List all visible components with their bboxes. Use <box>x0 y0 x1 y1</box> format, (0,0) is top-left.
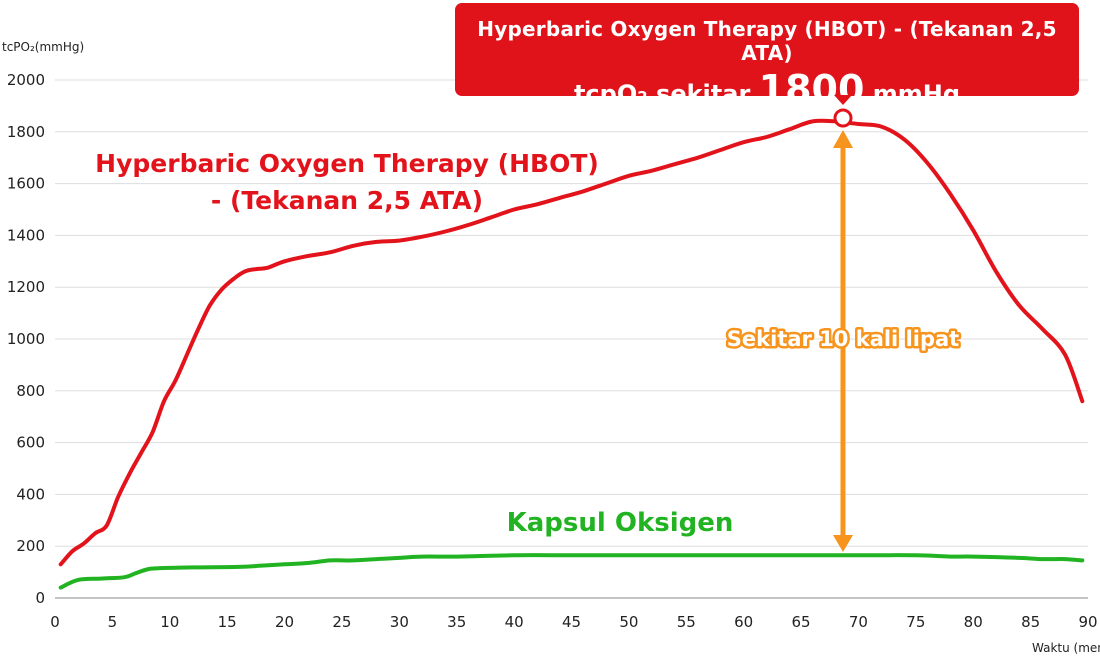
peak-callout: Hyperbaric Oxygen Therapy (HBOT) - (Teka… <box>455 3 1079 111</box>
x-tick-label: 55 <box>677 613 696 631</box>
y-tick-label: 2000 <box>7 71 45 89</box>
x-tick-label: 80 <box>964 613 983 631</box>
x-tick-label: 0 <box>50 613 60 631</box>
x-tick-label: 70 <box>849 613 868 631</box>
y-tick-label: 400 <box>16 485 45 503</box>
y-axis-label: tcPO₂(mmHg) <box>2 40 84 54</box>
gridlines <box>55 79 1088 599</box>
x-tick-label: 30 <box>390 613 409 631</box>
callout-value-line: tcpO2 sekitar 1800 mmHg <box>455 67 1079 111</box>
y-tick-label: 1400 <box>7 226 45 244</box>
y-tick-label: 0 <box>35 589 45 607</box>
callout-unit: mmHg <box>864 80 961 108</box>
peak-marker <box>833 108 853 128</box>
x-tick-label: 45 <box>562 613 581 631</box>
callout-prefix: tcpO <box>573 80 638 108</box>
kapsul-series-label: Kapsul Oksigen <box>507 508 734 538</box>
callout-mid: sekitar <box>647 80 759 108</box>
x-tick-label: 85 <box>1021 613 1040 631</box>
annotation-arrow-group: Sekitar 10 kali lipat <box>724 130 962 552</box>
x-tick-label: 10 <box>160 613 179 631</box>
hbot-series-label-line2: - (Tekanan 2,5 ATA) <box>211 186 483 215</box>
y-tick-label: 600 <box>16 434 45 452</box>
x-tick-labels: 0 5 10 15 20 25 30 35 40 45 50 55 60 65 70 75 80 85 90 <box>50 613 1097 631</box>
y-tick-label: 800 <box>16 382 45 400</box>
ten-fold-annotation: Sekitar 10 kali lipat <box>727 327 959 351</box>
x-axis-label: Waktu (menit) <box>1032 641 1100 655</box>
x-tick-label: 40 <box>505 613 524 631</box>
x-tick-label: 35 <box>447 613 466 631</box>
ten-fold-arrow-head-top <box>833 130 853 148</box>
y-tick-label: 1200 <box>7 278 45 296</box>
y-tick-label: 1800 <box>7 123 45 141</box>
hbot-series-line <box>58 118 1085 567</box>
x-tick-label: 65 <box>792 613 811 631</box>
x-tick-label: 50 <box>619 613 638 631</box>
callout-pointer <box>834 95 852 105</box>
x-tick-label: 25 <box>332 613 351 631</box>
y-tick-labels: 0 200 400 600 800 1000 1200 1400 1600 1800 2000 <box>7 71 45 607</box>
y-tick-label: 1000 <box>7 330 45 348</box>
ten-fold-arrow-head-bottom <box>833 535 853 552</box>
y-tick-label: 200 <box>16 537 45 555</box>
x-tick-label: 75 <box>906 613 925 631</box>
x-tick-label: 15 <box>218 613 237 631</box>
series-group <box>58 118 1085 590</box>
x-tick-label: 90 <box>1078 613 1097 631</box>
x-tick-label: 5 <box>108 613 118 631</box>
x-tick-label: 20 <box>275 613 294 631</box>
callout-subscript: 2 <box>637 88 648 106</box>
y-tick-label: 1600 <box>7 175 45 193</box>
callout-title: Hyperbaric Oxygen Therapy (HBOT) - (Teka… <box>477 17 1057 65</box>
hbot-series-label-line1: Hyperbaric Oxygen Therapy (HBOT) <box>95 149 599 178</box>
x-tick-label: 60 <box>734 613 753 631</box>
kapsul-series-line <box>58 553 1085 590</box>
